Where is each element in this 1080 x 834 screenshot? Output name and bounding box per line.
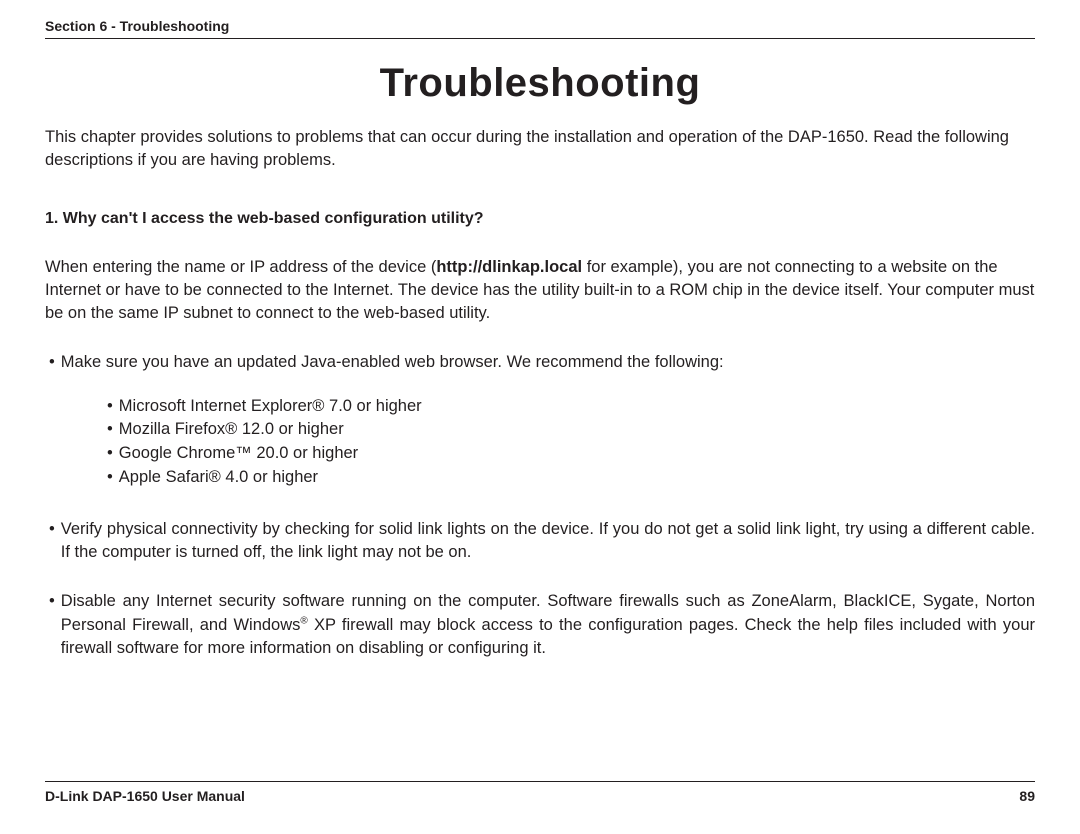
bullet-dot-icon: • [107, 418, 119, 442]
paragraph-1: When entering the name or IP address of … [45, 256, 1035, 325]
bullet-dot-icon: • [107, 442, 119, 466]
page-footer: D-Link DAP-1650 User Manual 89 [45, 781, 1035, 804]
list-item: • Microsoft Internet Explorer® 7.0 or hi… [107, 395, 1035, 419]
bullet-3-text: Disable any Internet security software r… [61, 590, 1035, 659]
footer-page-number: 89 [1019, 788, 1035, 804]
sub-item-2-text: Mozilla Firefox® 12.0 or higher [119, 418, 344, 442]
browser-sub-list: • Microsoft Internet Explorer® 7.0 or hi… [107, 395, 1035, 491]
registered-mark-icon: ® [300, 615, 307, 626]
para1-bold-url: http://dlinkap.local [436, 258, 582, 276]
footer-left: D-Link DAP-1650 User Manual [45, 788, 245, 804]
bullet-3: • Disable any Internet security software… [45, 590, 1035, 659]
bullet-dot-icon: • [107, 395, 119, 419]
bullet-1: • Make sure you have an updated Java-ena… [45, 351, 1035, 374]
bullet-dot-icon: • [107, 466, 119, 490]
list-item: • Google Chrome™ 20.0 or higher [107, 442, 1035, 466]
para1-pre-text: When entering the name or IP address of … [45, 258, 436, 276]
bullet-1-text: Make sure you have an updated Java-enabl… [61, 351, 1035, 374]
bullet-dot-icon: • [45, 518, 61, 564]
sub-item-4-text: Apple Safari® 4.0 or higher [119, 466, 318, 490]
sub-item-3-text: Google Chrome™ 20.0 or higher [119, 442, 358, 466]
question-1-heading: 1. Why can't I access the web-based conf… [45, 210, 1035, 228]
list-item: • Mozilla Firefox® 12.0 or higher [107, 418, 1035, 442]
intro-paragraph: This chapter provides solutions to probl… [45, 126, 1035, 172]
page-header-section: Section 6 - Troubleshooting [45, 18, 1035, 39]
bullet-2: • Verify physical connectivity by checki… [45, 518, 1035, 564]
bullet-dot-icon: • [45, 351, 61, 374]
list-item: • Apple Safari® 4.0 or higher [107, 466, 1035, 490]
bullet-dot-icon: • [45, 590, 61, 659]
sub-item-1-text: Microsoft Internet Explorer® 7.0 or high… [119, 395, 422, 419]
bullet-2-text: Verify physical connectivity by checking… [61, 518, 1035, 564]
page-title: Troubleshooting [45, 61, 1035, 106]
